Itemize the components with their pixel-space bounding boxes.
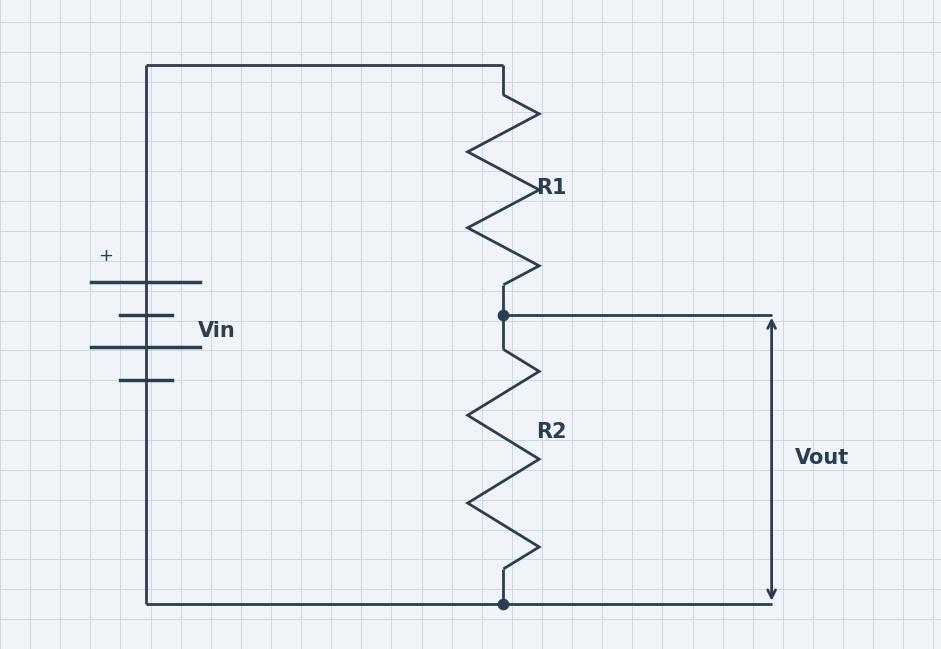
Point [496, 598, 511, 609]
Text: Vin: Vin [198, 321, 235, 341]
Text: Vout: Vout [795, 448, 850, 467]
Point [496, 310, 511, 320]
Text: R1: R1 [536, 178, 566, 198]
Text: +: + [98, 247, 113, 265]
Text: R2: R2 [536, 422, 566, 441]
